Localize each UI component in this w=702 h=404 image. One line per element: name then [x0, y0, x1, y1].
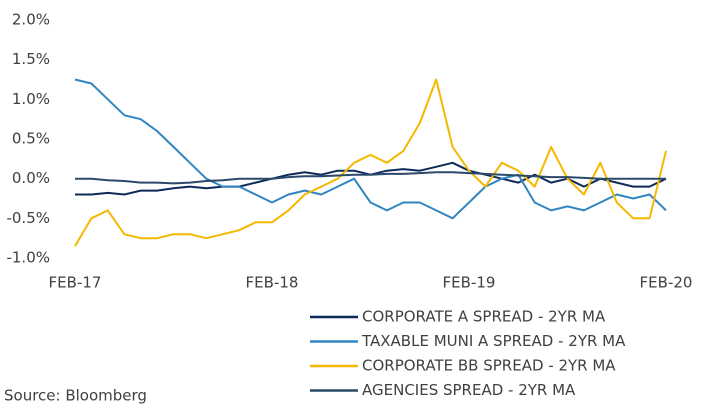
x-tick-label: FEB-20: [640, 274, 693, 292]
x-tick-label: FEB-18: [246, 274, 299, 292]
series-line: [74, 78, 667, 220]
y-tick-label: -1.0%: [6, 249, 50, 267]
y-tick-label: 0.0%: [12, 169, 50, 187]
legend-label: AGENCIES SPREAD - 2YR MA: [362, 381, 576, 399]
legend-label: CORPORATE BB SPREAD - 2YR MA: [362, 357, 616, 375]
y-tick-label: 2.0%: [12, 11, 50, 29]
y-tick-label: 1.5%: [12, 50, 50, 68]
x-tick-label: FEB-19: [443, 274, 496, 292]
source-note: Source: Bloomberg: [4, 387, 147, 404]
y-tick-label: -0.5%: [6, 209, 50, 227]
series-line: [75, 171, 666, 185]
x-tick-label: FEB-17: [49, 274, 102, 292]
y-tick-label: 1.0%: [12, 90, 50, 108]
legend-label: CORPORATE A SPREAD - 2YR MA: [362, 308, 606, 326]
y-tick-label: 0.5%: [12, 130, 50, 148]
series-line: [75, 161, 667, 196]
legend-label: TAXABLE MUNI A SPREAD - 2YR MA: [361, 332, 626, 350]
series-line: [74, 78, 667, 247]
